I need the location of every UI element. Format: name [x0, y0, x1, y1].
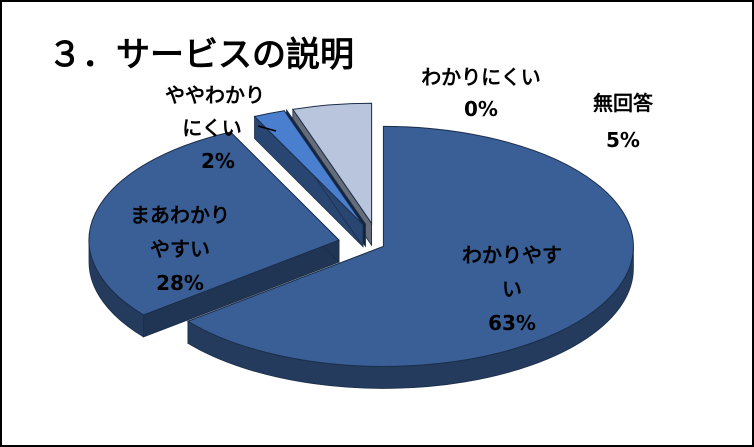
slice-top: [253, 110, 364, 225]
pie-slices: [88, 102, 634, 389]
slice-top: [291, 102, 373, 225]
data-label-5-line-1: 無回答: [593, 91, 654, 115]
data-label-5-line-2: 5%: [606, 128, 640, 152]
slice-top: [88, 131, 340, 316]
data-label-3-line-2: にくい: [182, 116, 242, 140]
data-label-2-line-3: 28%: [156, 271, 204, 295]
data-label-1-line-1: わかりやす: [462, 243, 562, 267]
data-label-4-line-2: 0%: [464, 97, 498, 121]
pie-slice-3: [253, 109, 364, 248]
pie-slice-2: [88, 131, 340, 338]
data-label-1-line-3: 63%: [488, 311, 536, 335]
slice-top: [286, 109, 366, 225]
data-label-3-line-3: 2%: [201, 149, 235, 173]
data-label-3-line-1: ややわかり: [165, 83, 265, 107]
leader-line: [257, 125, 277, 132]
chart-title: ３．サービスの説明: [48, 35, 354, 75]
data-label-2-line-2: やすい: [150, 237, 210, 261]
data-label-1-line-2: い: [502, 277, 522, 301]
pie-slice-1: [186, 125, 634, 389]
slice-top: [186, 125, 634, 367]
data-label-2-line-1: まあわかり: [130, 203, 230, 227]
data-label-4-line-1: わかりにくい: [421, 65, 541, 89]
